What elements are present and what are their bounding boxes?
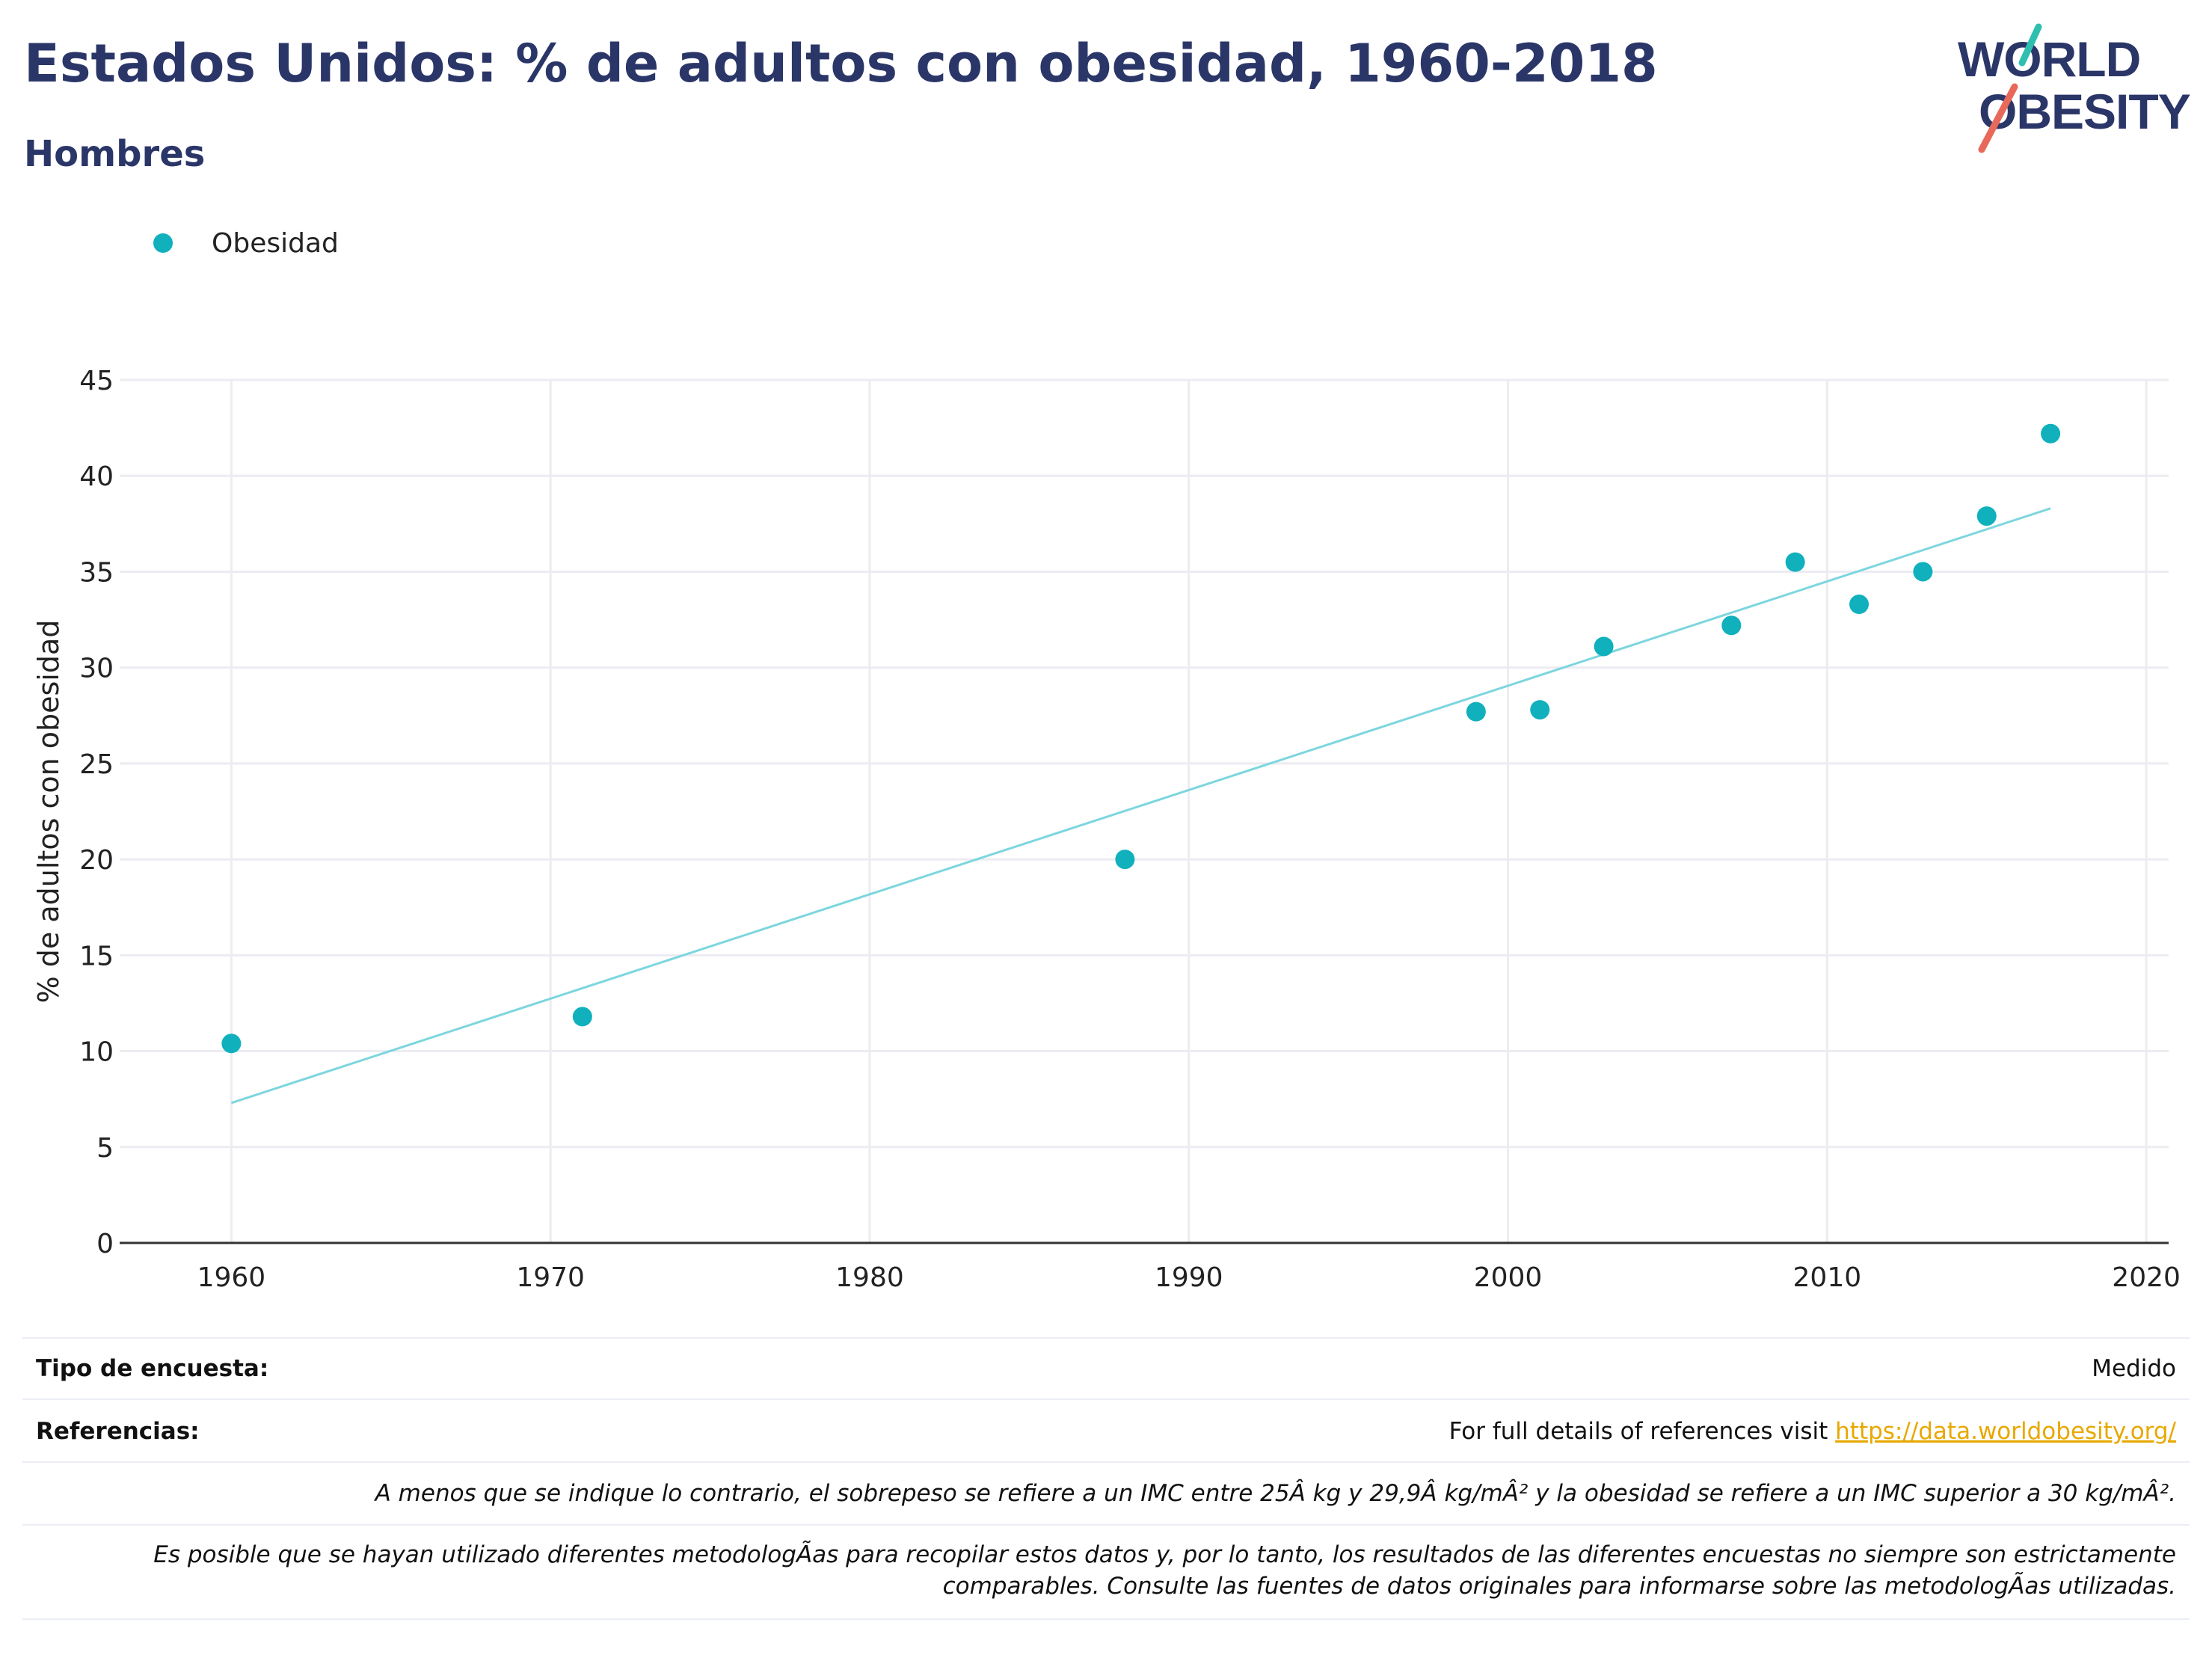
x-tick-label: 1970	[516, 1262, 585, 1293]
legend-label: Obesidad	[212, 227, 339, 259]
methodology-note-line2: comparables. Consulte las fuentes de dat…	[942, 1573, 2176, 1600]
y-tick-label: 35	[79, 557, 114, 588]
bmi-note-row: A menos que se indique lo contrario, el …	[22, 1461, 2190, 1524]
data-point	[1115, 850, 1135, 870]
trend-line	[230, 507, 2051, 1105]
survey-type-label: Tipo de encuesta:	[36, 1355, 269, 1382]
y-tick-label: 45	[79, 366, 114, 396]
chart-legend[interactable]: Obesidad	[153, 224, 339, 262]
x-tick-label: 1990	[1155, 1262, 1223, 1293]
scatter-chart: 0 5 10 15 20 25 30 35 40 45 1960 1970 1980 1990 2000 20…	[32, 366, 2181, 1293]
chart-footer: Tipo de encuesta: Medido Referencias: Fo…	[22, 1337, 2190, 1620]
y-axis-title: % de adultos con obesidad	[32, 620, 65, 1004]
data-point	[1530, 700, 1550, 720]
y-tick-label: 40	[79, 461, 114, 492]
chart-title: Estados Unidos: % de adultos con obesida…	[24, 33, 1658, 94]
methodology-note-line1: Es posible que se hayan utilizado difere…	[153, 1541, 2176, 1568]
data-point	[1594, 636, 1614, 657]
data-point	[1785, 552, 1805, 572]
data-point	[1466, 701, 1486, 722]
y-tick-label: 15	[79, 941, 114, 971]
methodology-note-row: Es posible que se hayan utilizado difere…	[22, 1524, 2190, 1620]
methodology-note: Es posible que se hayan utilizado difere…	[153, 1539, 2176, 1602]
x-tick-label: 2020	[2112, 1262, 2181, 1293]
y-tick-label: 25	[79, 749, 114, 780]
x-tick-label: 1980	[835, 1262, 904, 1293]
bmi-note: A menos que se indique lo contrario, el …	[375, 1480, 2176, 1507]
data-point	[572, 1007, 592, 1027]
references-row: Referencias: For full details of referen…	[22, 1398, 2190, 1461]
y-tick-label: 20	[79, 845, 114, 876]
data-point	[1849, 595, 1870, 615]
svg-text:WORLD: WORLD	[1958, 31, 2140, 87]
y-tick-label: 30	[79, 654, 114, 684]
data-point	[221, 1034, 242, 1054]
x-tick-label: 1960	[197, 1262, 266, 1293]
data-point	[1913, 562, 1933, 582]
y-tick-label: 0	[96, 1229, 114, 1259]
data-point	[1721, 615, 1742, 636]
x-tick-label: 2010	[1793, 1262, 1862, 1293]
references-text: For full details of references visit htt…	[1449, 1418, 2176, 1445]
data-point	[2041, 423, 2061, 443]
world-obesity-logo: WORLD OBESITY	[1958, 23, 2191, 153]
data-point	[1976, 506, 1997, 526]
references-intro: For full details of references visit	[1448, 1418, 1836, 1445]
y-tick-label: 10	[79, 1037, 114, 1068]
legend-marker	[153, 233, 173, 253]
survey-type-value: Medido	[2092, 1355, 2176, 1382]
references-link[interactable]: https://data.worldobesity.org/	[1835, 1418, 2176, 1445]
y-tick-label: 5	[96, 1133, 114, 1164]
x-tick-label: 2000	[1474, 1262, 1543, 1293]
references-label: Referencias:	[36, 1418, 200, 1445]
chart-subtitle: Hombres	[24, 133, 206, 175]
survey-type-row: Tipo de encuesta: Medido	[22, 1337, 2190, 1398]
